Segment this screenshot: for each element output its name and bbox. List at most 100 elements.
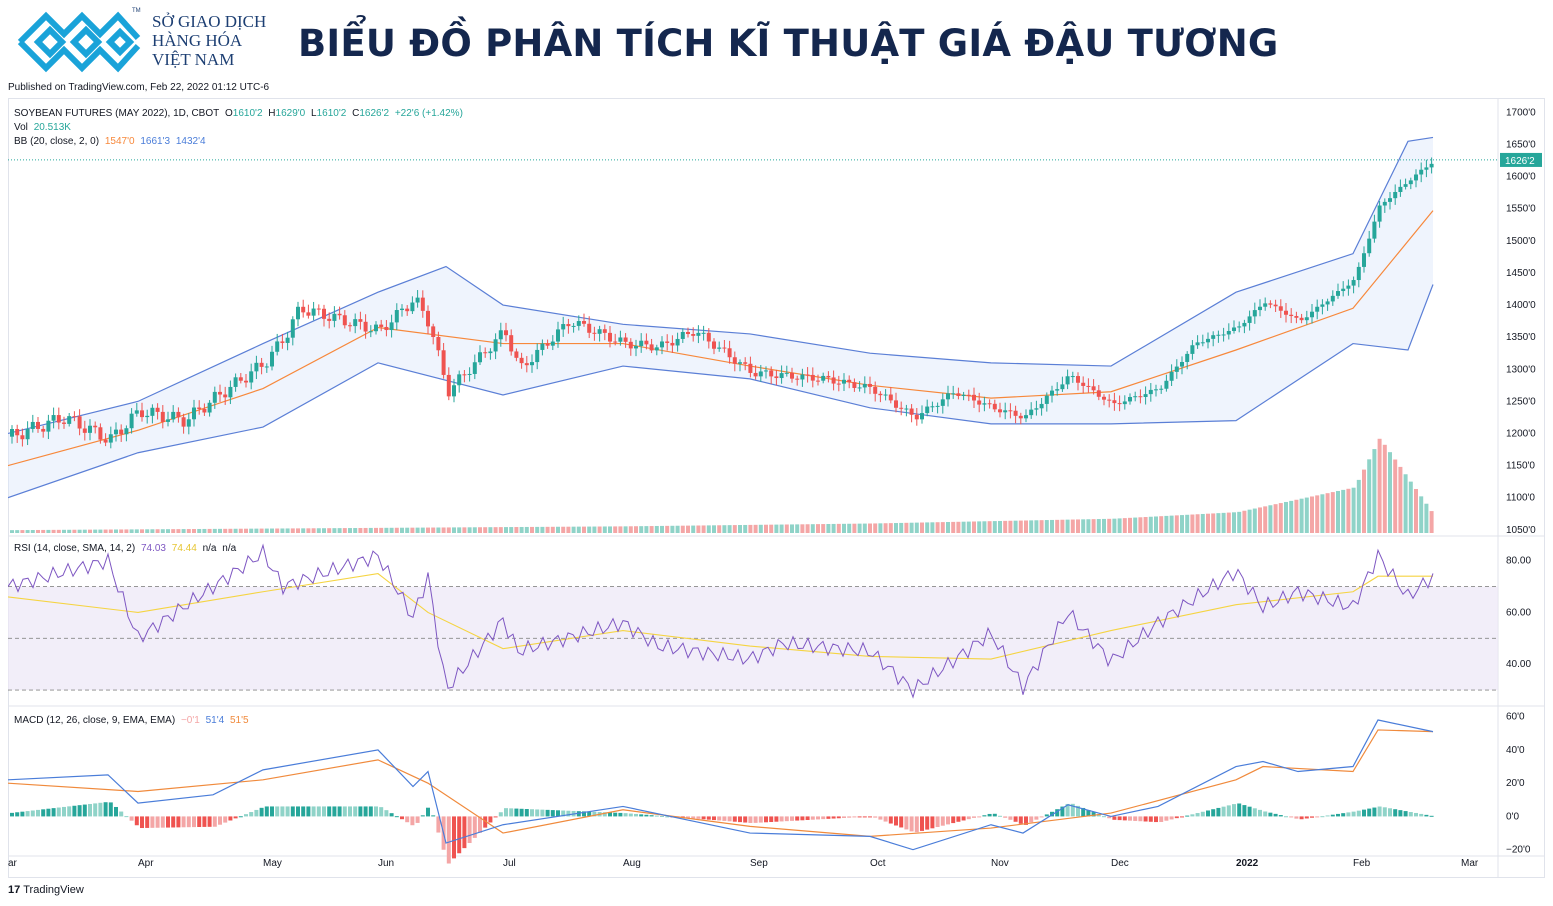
macd-histogram-bar [1429, 815, 1434, 817]
volume-bar [1372, 449, 1377, 533]
macd-histogram-bar [1382, 807, 1387, 817]
candle-body [394, 310, 399, 323]
candle-body [992, 403, 997, 410]
volume-bar [1351, 487, 1356, 533]
candle-body [472, 362, 477, 374]
candle-body [1122, 401, 1127, 405]
chart-frame[interactable]: 1700'0 1650'0 1600'0 1550'0 1500'0 1450'0 1400… [7, 98, 1545, 878]
volume-bar [374, 527, 378, 533]
volume-bar [171, 529, 176, 533]
volume-bar [363, 527, 368, 533]
candle-body [722, 347, 727, 349]
candle-body [847, 379, 852, 383]
volume-bar [10, 530, 14, 533]
volume-bar [670, 525, 675, 533]
volume-bar [150, 529, 155, 533]
macd-histogram-bar [857, 816, 862, 818]
candle-body [571, 325, 576, 327]
macd-histogram-bar [1159, 816, 1164, 822]
volume-bar [93, 529, 98, 533]
macd-histogram-bar [10, 812, 14, 817]
candle-body [1086, 385, 1091, 387]
candle-body [1211, 335, 1216, 339]
macd-histogram-bar [1117, 816, 1122, 821]
candle-body [951, 393, 956, 395]
macd-line [7, 719, 1434, 851]
candle-body [1325, 301, 1330, 305]
macd-histogram-bar [706, 816, 711, 820]
candle-body [914, 414, 919, 420]
candle-body [1195, 342, 1200, 346]
macd-histogram-bar [946, 816, 950, 825]
volume-bar [353, 528, 358, 533]
volume-bar [680, 525, 685, 533]
volume-bar [259, 528, 264, 533]
candle-body [836, 383, 841, 385]
volume-bar [753, 524, 758, 533]
volume-bar [738, 525, 742, 533]
volume-bar [15, 530, 20, 533]
candle-body [701, 332, 706, 334]
macd-histogram-bar [1216, 807, 1221, 817]
volume-bar [576, 526, 581, 533]
candle-body [108, 434, 113, 443]
candle-body [1117, 403, 1122, 405]
macd-histogram-bar [1185, 815, 1190, 817]
volume-bar [472, 527, 477, 533]
candle-body [732, 357, 737, 364]
candle-body [1294, 316, 1299, 318]
macd-histogram-bar [353, 806, 358, 817]
macd-histogram-bar [202, 816, 207, 827]
macd-histogram-bar [758, 816, 763, 823]
macd-histogram-bar [488, 816, 493, 823]
volume-bar [1003, 520, 1008, 533]
candle-body [618, 337, 623, 342]
volume-bar [270, 528, 274, 533]
volume-bar [202, 528, 207, 533]
candle-body [483, 352, 488, 354]
volume-bar [1169, 515, 1174, 533]
close-value: 1626'2 [359, 108, 390, 119]
macd-histogram-bar [493, 816, 498, 818]
candle-body [374, 324, 378, 332]
volume-bar [966, 521, 971, 533]
x-axis-label-may: May [263, 858, 282, 869]
volume-bar [1216, 513, 1221, 533]
macd-histogram-bar [249, 812, 254, 817]
volume-bar [1055, 519, 1060, 533]
volume-bar [1112, 518, 1117, 533]
candle-body [925, 406, 930, 414]
volume-bar [660, 525, 664, 533]
volume-bar [790, 524, 794, 533]
volume-bar [847, 523, 852, 533]
volume-bar [1008, 520, 1013, 533]
change-value: +22'6 (+1.42%) [394, 108, 463, 119]
candle-body [628, 341, 633, 349]
volume-bar [1242, 510, 1247, 533]
org-name-line-3: VIỆT NAM [152, 50, 235, 69]
volume-bar [129, 529, 134, 533]
volume-bar [301, 528, 306, 533]
candle-body [192, 407, 196, 420]
footer-brand[interactable]: 17 TradingView [8, 884, 84, 896]
candle-body [1050, 390, 1054, 396]
candle-body [1133, 396, 1138, 398]
candle-body [566, 324, 571, 327]
volume-bar [322, 528, 326, 533]
macd-histogram-bar [691, 816, 696, 819]
macd-histogram-bar [410, 816, 415, 826]
macd-histogram-bar [514, 808, 519, 817]
macd-histogram-bar [894, 816, 898, 826]
candle-body [155, 407, 160, 412]
volume-bar [909, 522, 914, 533]
candle-body [1408, 180, 1413, 185]
candle-body [878, 393, 883, 396]
price-chart-svg[interactable]: 1700'0 1650'0 1600'0 1550'0 1500'0 1450'0 1400… [7, 98, 1545, 878]
macd-histogram-bar [498, 812, 503, 817]
candle-body [613, 341, 618, 343]
candle-body [1055, 389, 1060, 391]
candle-body [1018, 415, 1023, 419]
candle-body [244, 380, 248, 383]
macd-signal-value: 51'5 [229, 715, 249, 726]
macd-histogram-bar [748, 816, 753, 823]
